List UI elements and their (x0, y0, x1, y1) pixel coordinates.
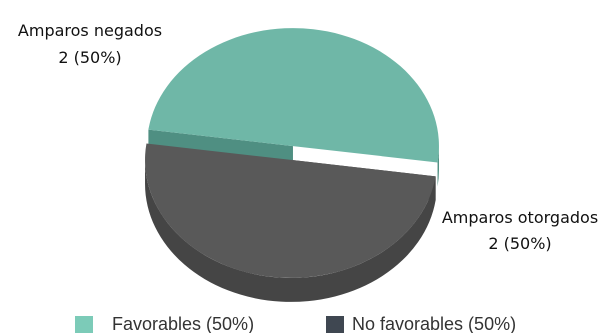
legend: Favorables (50%) No favorables (50%) (75, 314, 516, 333)
legend-swatch-favorables (75, 316, 93, 333)
legend-label-no-favorables: No favorables (50%) (352, 314, 516, 333)
pie-slice-amparos-negados (148, 28, 439, 163)
slice-side-amparos-otorgados-0 (145, 159, 436, 302)
slice-label-name-amparos-otorgados: Amparos otorgados (442, 208, 598, 227)
pie-slice-amparos-otorgados (145, 143, 436, 278)
slice-label-value-amparos-otorgados: 2 (50%) (488, 234, 551, 253)
slice-label-name-amparos-negados: Amparos negados (18, 21, 162, 40)
slice-side-amparos-negados-0 (437, 146, 439, 187)
pie-plot-area (145, 28, 439, 302)
legend-swatch-no-favorables (326, 316, 344, 333)
slice-label-value-amparos-negados: 2 (50%) (58, 48, 121, 67)
legend-label-favorables: Favorables (50%) (112, 314, 254, 333)
